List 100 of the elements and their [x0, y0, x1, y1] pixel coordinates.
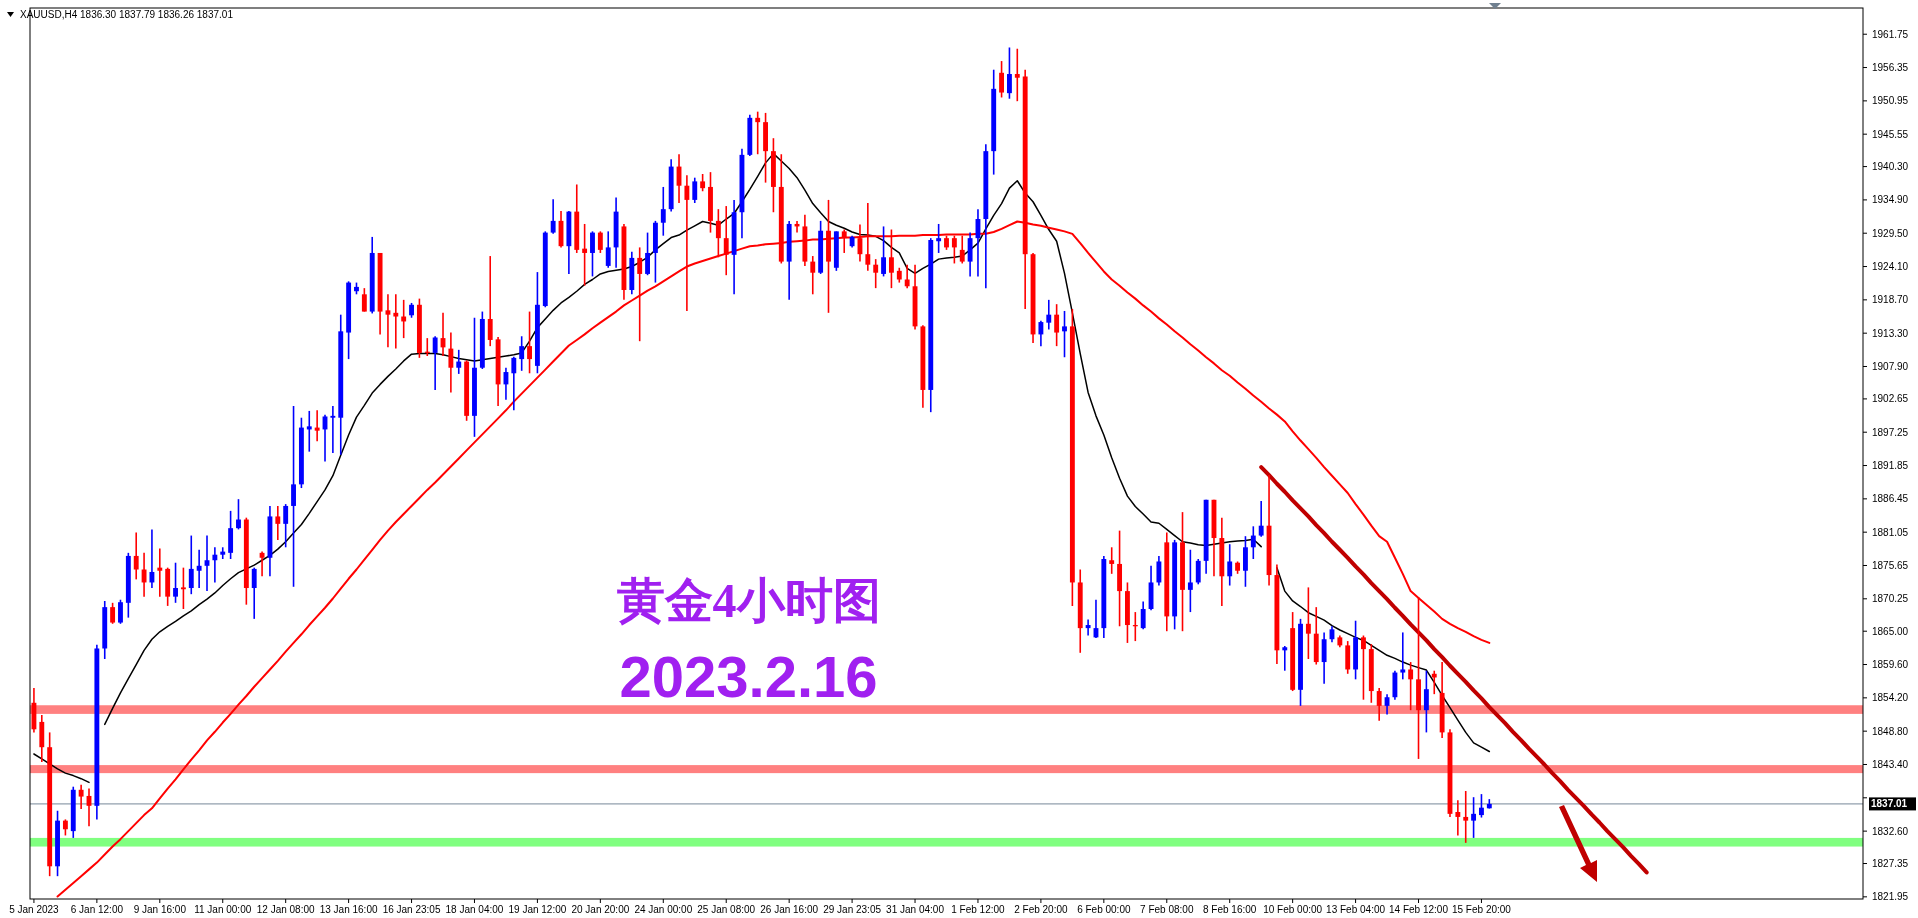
xtick: 12 Jan 08:00 — [256, 904, 315, 915]
xtick: 24 Jan 00:00 — [634, 904, 693, 915]
candlestick — [188, 534, 194, 595]
ytick: 1897.25 — [1872, 426, 1909, 438]
candlestick — [448, 331, 454, 394]
ytick: 1929.50 — [1872, 227, 1909, 239]
xtick: 6 Feb 00:00 — [1077, 904, 1131, 915]
candlestick — [1140, 600, 1146, 631]
candlestick — [582, 223, 588, 287]
ytick: 1918.70 — [1872, 294, 1909, 306]
ytick: 1832.60 — [1872, 825, 1909, 837]
candlestick — [1400, 631, 1406, 681]
candlestick — [1250, 525, 1256, 560]
candlestick — [118, 598, 123, 625]
xtick: 29 Jan 23:05 — [823, 904, 881, 915]
candlestick — [597, 230, 603, 254]
xtick: 6 Jan 12:00 — [70, 904, 123, 915]
xtick: 11 Jan 00:00 — [194, 904, 252, 915]
candlestick — [1243, 535, 1248, 588]
candlestick — [1361, 634, 1366, 701]
candlestick — [904, 263, 910, 289]
xtick: 8 Feb 16:00 — [1203, 904, 1257, 915]
candlestick — [723, 205, 729, 276]
candlestick — [1282, 645, 1288, 672]
candlestick — [999, 60, 1005, 99]
candlestick — [1305, 586, 1311, 660]
xtick: 5 Jan 2023 — [9, 904, 59, 915]
candlestick — [1038, 320, 1044, 347]
ytick: 1881.05 — [1872, 526, 1909, 538]
candlestick — [660, 186, 666, 237]
ytick: 1875.65 — [1872, 560, 1909, 571]
xtick: 14 Feb 12:00 — [1389, 904, 1448, 915]
xtick: 7 Feb 08:00 — [1140, 904, 1194, 915]
candlestick — [1227, 543, 1233, 587]
candlestick — [888, 228, 894, 289]
candlestick — [959, 234, 965, 265]
ytick: 1854.20 — [1872, 692, 1909, 704]
candlestick — [873, 258, 879, 289]
candlestick — [1471, 796, 1477, 839]
candlestick — [1258, 500, 1264, 538]
candlestick — [519, 335, 525, 372]
title: 黄金4小时图 — [616, 574, 881, 627]
xtick: 16 Jan 23:05 — [382, 904, 441, 915]
candlestick — [810, 255, 816, 296]
candlestick — [1187, 548, 1193, 613]
candlestick — [881, 225, 886, 278]
xtick: 25 Jan 08:00 — [697, 904, 756, 915]
candlestick — [314, 409, 320, 442]
candlestick — [1156, 555, 1162, 587]
candlestick — [715, 208, 721, 259]
candlestick — [1054, 303, 1060, 347]
candlestick — [692, 176, 698, 204]
ref-label: 1837.01 — [1871, 798, 1908, 810]
candlestick — [173, 561, 178, 604]
candlestick — [841, 228, 847, 254]
candlestick — [432, 335, 438, 391]
ytick: 1865.00 — [1872, 625, 1909, 637]
xtick: 18 Jan 04:00 — [445, 904, 504, 915]
candlestick — [283, 503, 289, 549]
candlestick — [1046, 299, 1052, 331]
candlestick — [511, 355, 517, 412]
xtick: 31 Jan 04:00 — [886, 904, 944, 915]
candlestick — [1455, 799, 1461, 837]
candlestick — [605, 230, 611, 269]
ytick: 1859.60 — [1872, 659, 1909, 671]
candlestick — [236, 498, 241, 531]
ytick: 1934.90 — [1872, 194, 1909, 206]
candlestick — [590, 230, 595, 278]
candlestick — [645, 231, 650, 276]
ytick: 1886.45 — [1872, 493, 1909, 505]
candlestick — [212, 546, 218, 584]
candlestick — [1423, 669, 1429, 734]
candlestick — [1376, 687, 1382, 722]
candlestick — [755, 110, 761, 156]
candlestick — [487, 255, 493, 347]
ytick: 1870.25 — [1872, 593, 1909, 605]
candlestick — [330, 405, 336, 454]
candlestick — [110, 602, 116, 625]
candlestick — [141, 552, 147, 598]
candlestick — [157, 547, 163, 598]
ytick: 1950.95 — [1872, 95, 1909, 107]
candlestick — [259, 550, 265, 578]
ytick: 1902.65 — [1872, 393, 1909, 405]
xtick: 15 Feb 20:00 — [1452, 904, 1511, 915]
candlestick — [275, 505, 281, 541]
candlestick — [220, 546, 226, 560]
xtick: 20 Jan 20:00 — [571, 904, 630, 915]
candlestick — [291, 405, 296, 588]
ytick: 1827.35 — [1872, 858, 1909, 869]
xtick: 19 Jan 12:00 — [508, 904, 567, 915]
subtitle: 2023.2.16 — [619, 644, 878, 709]
ytick: 1907.90 — [1872, 361, 1909, 372]
ytick: 1843.40 — [1872, 759, 1909, 770]
candlestick — [306, 410, 312, 453]
candlestick — [1463, 790, 1469, 844]
ytick: 1956.35 — [1872, 62, 1909, 74]
annotation: XAUUSD,H4 1836.30 1837.79 1836.26 1837.01 — [20, 9, 233, 20]
candlestick — [251, 566, 257, 620]
ytick: 1945.55 — [1872, 128, 1909, 140]
candlestick — [1408, 661, 1414, 711]
